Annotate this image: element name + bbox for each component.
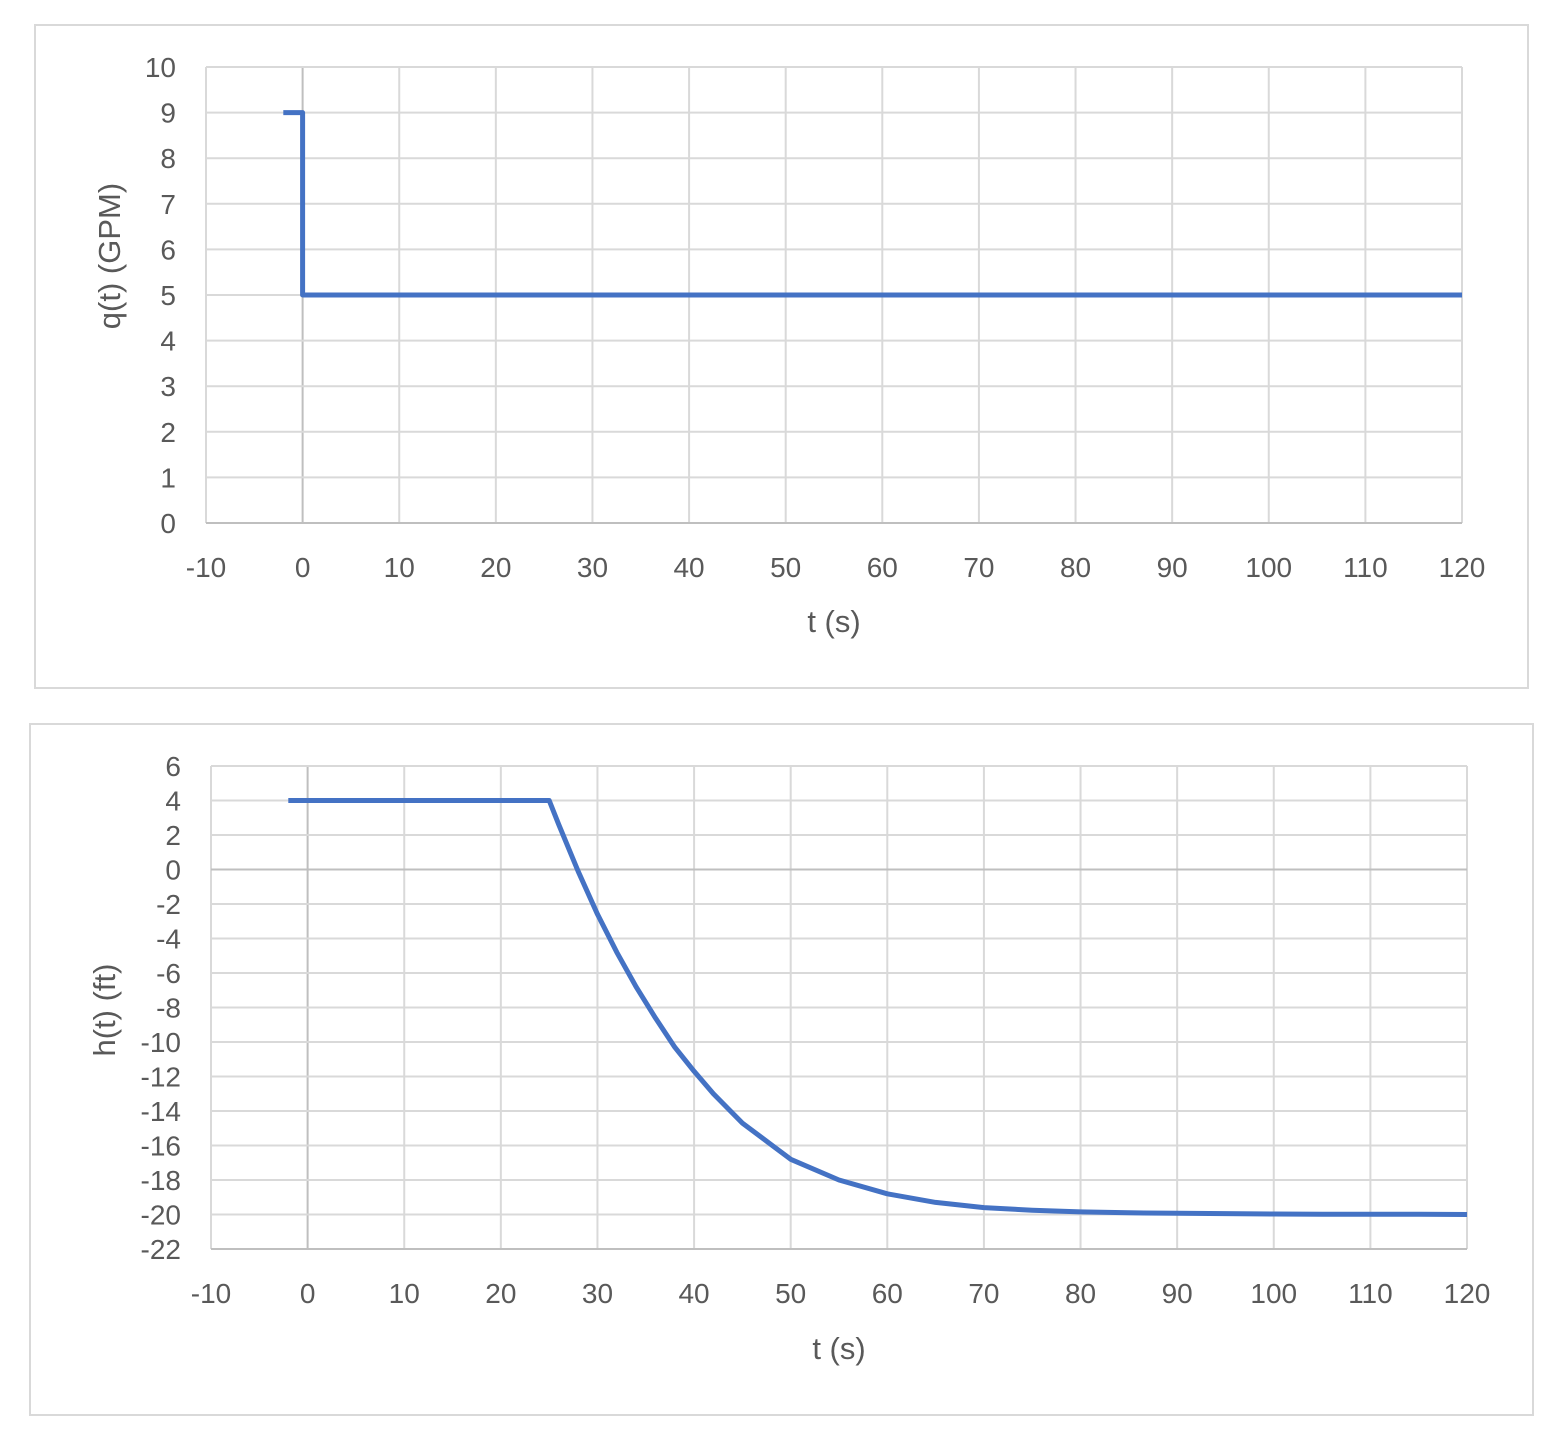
head-y-tick-label: -20: [141, 1200, 181, 1231]
head-y-tick-label: 2: [165, 820, 181, 851]
head-x-tick-label: 80: [1065, 1278, 1096, 1309]
flow-y-tick-label: 10: [145, 52, 176, 83]
head-y-axis-title: h(t) (ft): [87, 964, 122, 1057]
flow-x-tick-label: 10: [384, 552, 415, 583]
head-y-tick-label: -16: [141, 1131, 181, 1162]
flow-series-line: [283, 110, 1462, 298]
flow-chart-svg: -10 0 10 20 30 40 50 60 70 80 90 100 110 120 0 1 2 3 4 5 6 7…: [92, 52, 1486, 639]
flow-x-tick-label: 60: [867, 552, 898, 583]
flow-x-axis-title: t (s): [807, 604, 860, 639]
head-x-ticks: -10 0 10 20 30 40 50 60 70 80 90 100 110 120: [191, 1278, 1491, 1309]
head-y-tick-label: -14: [141, 1096, 181, 1127]
head-y-tick-label: 6: [165, 751, 181, 782]
flow-x-tick-label: 50: [770, 552, 801, 583]
flow-y-tick-label: 2: [160, 417, 176, 448]
flow-y-tick-label: 3: [160, 371, 176, 402]
flow-y-ticks: 0 1 2 3 4 5 6 7 8 9 10: [145, 52, 176, 539]
flow-y-tick-label: 0: [160, 508, 176, 539]
head-y-tick-label: -8: [156, 993, 181, 1024]
flow-x-tick-label: 0: [295, 552, 311, 583]
head-y-tick-label: -18: [141, 1165, 181, 1196]
head-x-tick-label: 0: [300, 1278, 316, 1309]
head-grid: [210, 765, 1468, 1250]
head-y-tick-label: 0: [165, 855, 181, 886]
flow-x-tick-label: 30: [577, 552, 608, 583]
flow-x-ticks: -10 0 10 20 30 40 50 60 70 80 90 100 110 120: [186, 552, 1486, 583]
head-y-ticks: 6 42 0-2 -4-6 -8-10 -12-14 -16-18 -20-22: [141, 751, 181, 1265]
head-series-line: [288, 798, 1468, 1217]
head-x-tick-label: -10: [191, 1278, 231, 1309]
head-y-tick-label: -6: [156, 958, 181, 989]
flow-x-tick-label: 20: [480, 552, 511, 583]
flow-x-tick-label: 90: [1157, 552, 1188, 583]
flow-x-tick-label: 70: [963, 552, 994, 583]
head-x-tick-label: 30: [582, 1278, 613, 1309]
head-y-tick-label: -22: [141, 1234, 181, 1265]
head-x-tick-label: 40: [678, 1278, 709, 1309]
head-x-tick-label: 20: [485, 1278, 516, 1309]
flow-x-tick-label: 110: [1343, 552, 1388, 583]
head-chart-svg: -10 0 10 20 30 40 50 60 70 80 90 100 110 120 6420-2-4…: [87, 751, 1491, 1366]
head-x-tick-label: 60: [872, 1278, 903, 1309]
head-x-tick-label: 110: [1348, 1278, 1393, 1309]
flow-x-tick-label: 80: [1060, 552, 1091, 583]
head-y-tick-label: -4: [156, 924, 181, 955]
flow-y-tick-label: 5: [160, 280, 176, 311]
head-x-axis-title: t (s): [812, 1331, 865, 1366]
head-y-tick-label: -10: [141, 1027, 181, 1058]
head-y-tick-label: -2: [156, 889, 181, 920]
head-x-tick-label: 50: [775, 1278, 806, 1309]
flow-x-tick-label: 120: [1439, 552, 1486, 583]
flow-y-tick-label: 6: [160, 234, 176, 265]
head-x-tick-label: 120: [1444, 1278, 1491, 1309]
flow-y-axis-title: q(t) (GPM): [92, 183, 127, 329]
flow-y-tick-label: 9: [160, 98, 176, 129]
flow-x-tick-label: 40: [673, 552, 704, 583]
head-y-tick-label: -12: [141, 1062, 181, 1093]
flow-x-tick-label: 100: [1245, 552, 1292, 583]
flow-y-tick-label: 8: [160, 143, 176, 174]
flow-y-tick-label: 4: [160, 326, 176, 357]
chart-panel-head: -10 0 10 20 30 40 50 60 70 80 90 100 110 120 6 4 2 0 -2 -4…: [29, 723, 1534, 1416]
head-x-tick-label: 10: [389, 1278, 420, 1309]
head-x-tick-label: 90: [1162, 1278, 1193, 1309]
flow-series: [283, 110, 1462, 298]
head-x-tick-label: 70: [968, 1278, 999, 1309]
flow-y-tick-label: 1: [160, 462, 176, 493]
chart-panel-flow: -10 0 10 20 30 40 50 60 70 80 90 100 110 120 0 1 2 3 4 5 6 7…: [34, 24, 1529, 689]
head-x-tick-label: 100: [1250, 1278, 1297, 1309]
flow-y-tick-label: 7: [160, 189, 176, 220]
head-y-tick-label: 4: [165, 786, 181, 817]
head-series: [288, 798, 1468, 1217]
flow-x-tick-label: -10: [186, 552, 226, 583]
